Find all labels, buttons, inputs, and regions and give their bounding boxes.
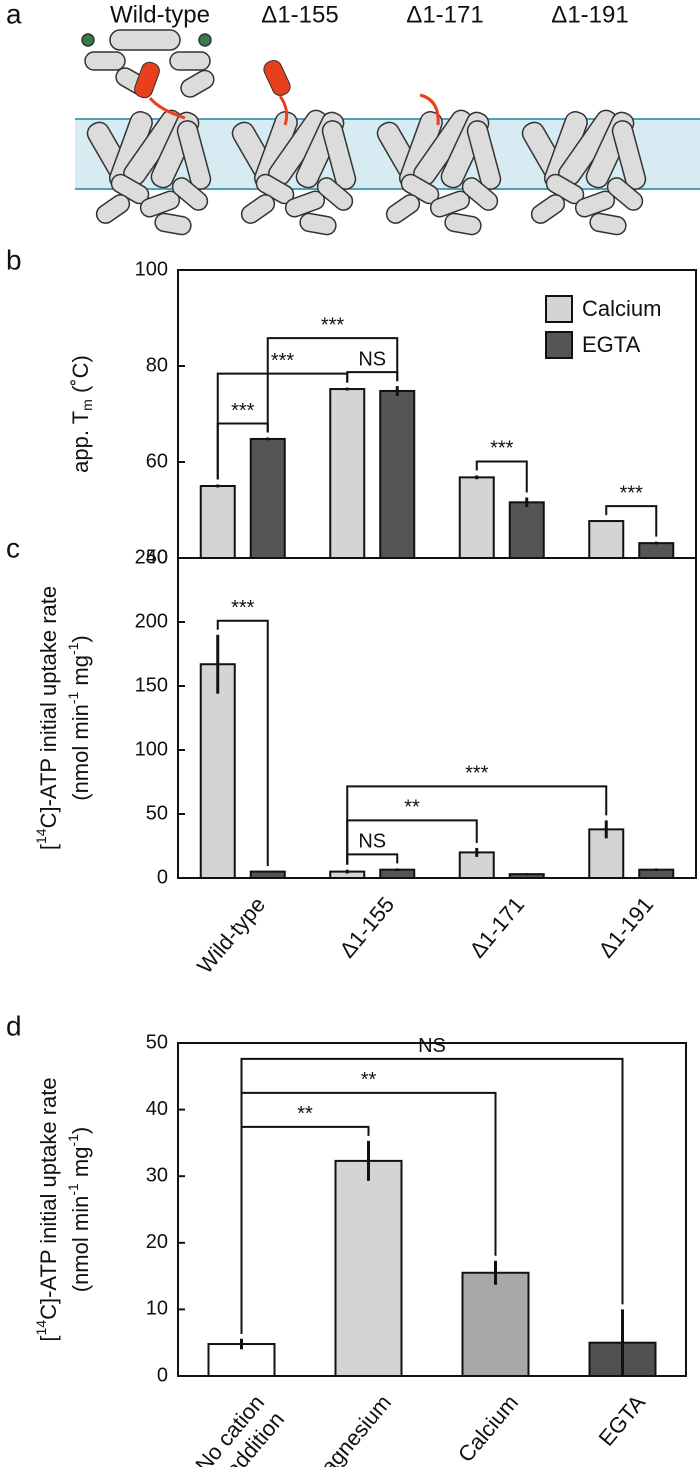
y-tick-label: 20	[146, 1231, 168, 1253]
significance-bracket	[346, 853, 399, 865]
significance-label: ***	[271, 350, 295, 372]
y-tick-label: 10	[146, 1298, 168, 1320]
label-part: mg	[68, 655, 93, 692]
y-tick-label: 0	[157, 1364, 168, 1386]
bar	[249, 437, 286, 559]
y-tick-label: 250	[135, 546, 168, 568]
construct-label: Δ1-155	[261, 1, 338, 28]
significance-bracket	[216, 619, 269, 866]
significance-bracket	[605, 505, 658, 537]
y-tick-label: 80	[146, 354, 168, 376]
bar	[508, 501, 545, 560]
construct-label: Δ1-171	[406, 1, 483, 28]
bar	[334, 1159, 403, 1377]
y-axis-label: [14C]-ATP initial uptake rate	[33, 1077, 61, 1341]
legend-swatch	[545, 331, 573, 359]
bar	[588, 520, 625, 559]
legend-label: Calcium	[582, 296, 661, 321]
label-part: (nmol min	[68, 1196, 93, 1293]
bar	[249, 870, 286, 879]
significance-bracket	[266, 337, 399, 433]
label-part: )	[68, 1127, 93, 1134]
construct-label: Wild-type	[110, 1, 210, 28]
bar	[329, 388, 366, 560]
bar	[199, 663, 236, 879]
y-tick-label: 50	[146, 1031, 168, 1053]
significance-bracket	[475, 460, 528, 493]
y-axis-label: [14C]-ATP initial uptake rate	[33, 586, 61, 850]
significance-label: ***	[490, 438, 514, 460]
y-tick-label: 150	[135, 674, 168, 696]
bar	[458, 476, 495, 559]
y-tick-label: 200	[135, 610, 168, 632]
y-tick-label: 30	[146, 1164, 168, 1186]
y-axis-label: (nmol min-1 mg-1)	[65, 635, 93, 801]
label-part: app. T	[68, 411, 93, 473]
label-part: )	[68, 635, 93, 642]
label-part: C]-ATP initial uptake rate	[36, 586, 61, 829]
y-tick-label: 50	[146, 802, 168, 824]
significance-label: ***	[465, 763, 489, 785]
label-part: -1	[65, 642, 81, 655]
panel-label: a	[6, 0, 22, 29]
significance-label: NS	[358, 348, 386, 370]
panel-label: b	[6, 244, 22, 275]
y-tick-label: 40	[146, 1098, 168, 1120]
plot-frame	[177, 1042, 687, 1377]
bar	[461, 1271, 530, 1378]
y-axis-label: (nmol min-1 mg-1)	[65, 1127, 93, 1293]
label-part: 14	[33, 1320, 49, 1336]
y-tick-label: 40	[146, 546, 168, 568]
significance-label: NS	[418, 1035, 446, 1057]
label-part: [	[36, 844, 61, 850]
y-tick-label: 100	[135, 738, 168, 760]
label-part: (˚C)	[68, 355, 93, 399]
y-tick-label: 60	[146, 450, 168, 472]
autoinhibitory-segment	[134, 60, 440, 126]
panel-label: d	[6, 1010, 22, 1041]
construct-label: Δ1-191	[551, 1, 628, 28]
significance-bracket	[346, 371, 399, 383]
significance-label: **	[297, 1103, 313, 1125]
label-part: -1	[65, 1183, 81, 1196]
significance-label: ***	[620, 482, 644, 504]
legend-label: EGTA	[582, 332, 641, 357]
label-part: -1	[65, 692, 81, 705]
y-axis-label: app. Tm (˚C)	[68, 355, 95, 473]
label-part: C]-ATP initial uptake rate	[36, 1077, 61, 1320]
label-part: (nmol min	[68, 704, 93, 801]
significance-label: NS	[358, 831, 386, 853]
label-part: 14	[33, 828, 49, 844]
significance-label: ***	[321, 314, 345, 336]
significance-bracket	[346, 785, 608, 865]
significance-bracket	[216, 372, 349, 480]
y-tick-label: 0	[157, 866, 168, 888]
bar	[638, 542, 675, 559]
panel-label: c	[6, 532, 20, 563]
label-part: -1	[65, 1134, 81, 1147]
bar	[379, 389, 416, 559]
significance-label: ***	[231, 597, 255, 619]
significance-bracket	[240, 1057, 624, 1334]
legend-swatch	[545, 295, 573, 323]
significance-label: **	[404, 797, 420, 819]
label-part: m	[79, 399, 95, 411]
significance-label: ***	[231, 400, 255, 422]
n-terminal-domain	[81, 29, 215, 98]
label-part: [	[36, 1335, 61, 1341]
y-tick-label: 100	[135, 258, 168, 280]
plot-frame	[177, 557, 697, 879]
significance-label: **	[361, 1069, 377, 1091]
label-part: mg	[68, 1147, 93, 1184]
bar	[199, 485, 236, 559]
